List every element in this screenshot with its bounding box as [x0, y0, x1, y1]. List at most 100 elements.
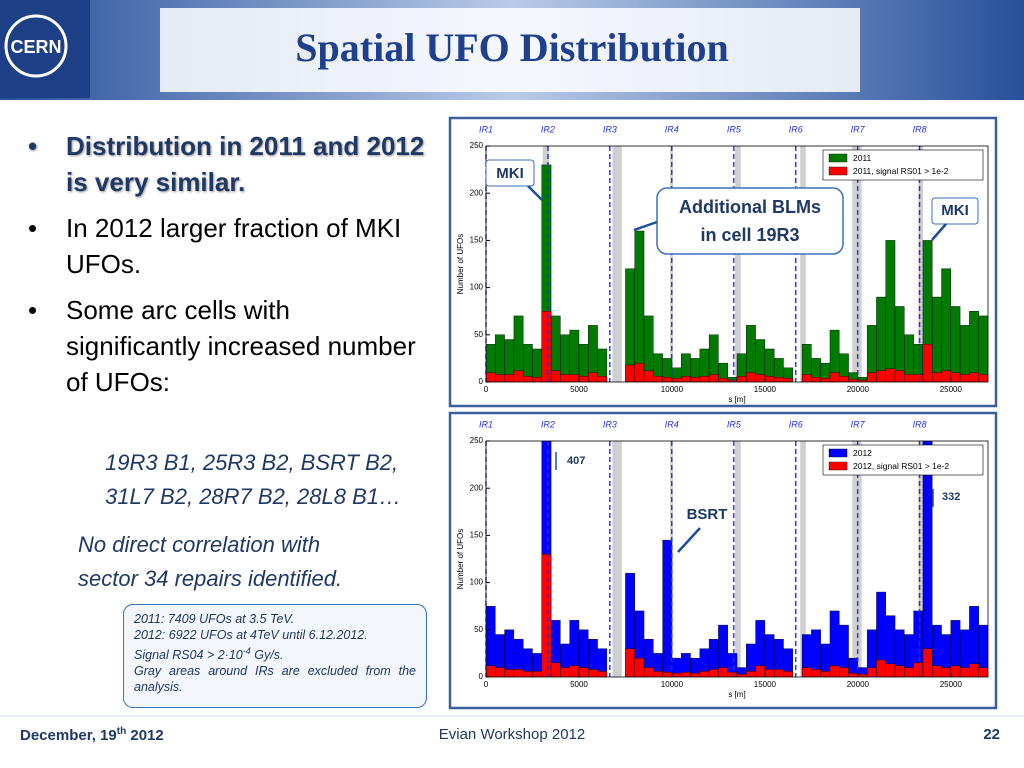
excluded-area — [800, 441, 806, 677]
bar — [755, 665, 766, 677]
bar — [839, 667, 849, 677]
bar — [597, 376, 608, 382]
bar — [922, 441, 933, 677]
ir-label: IR6 — [789, 124, 803, 134]
logo-ring — [4, 14, 68, 78]
bar — [736, 673, 747, 677]
bar — [904, 667, 914, 677]
bullets: Distribution in 2011 and 2012 is very si… — [28, 128, 428, 410]
info-line: Gray areas around IRs are excluded from … — [134, 664, 416, 695]
chart: IR1 IR2 IR3 IR4 IR5 IR6 IR7 IR80501001502002500… — [456, 124, 989, 404]
bar — [653, 671, 663, 677]
y-tick-label: 200 — [470, 483, 484, 492]
bar — [569, 665, 580, 677]
bar — [578, 376, 589, 382]
bar — [643, 667, 654, 677]
bar — [643, 315, 654, 382]
legend-label: 2011, signal RS01 > 1e-2 — [853, 166, 949, 176]
y-tick-label: 150 — [470, 531, 484, 540]
bar — [950, 372, 961, 382]
y-tick-label: 250 — [470, 436, 484, 445]
ir-label: IR1 — [479, 419, 493, 429]
bar — [876, 659, 886, 677]
excluded-area — [852, 441, 862, 677]
annotation: BSRT — [687, 506, 728, 523]
info-box: 2011: 7409 UFOs at 3.5 TeV. 2012: 6922 U… — [123, 604, 427, 708]
bar — [690, 377, 701, 382]
bar — [699, 671, 710, 677]
bar — [950, 306, 961, 382]
bar — [522, 376, 533, 382]
bar — [495, 667, 505, 677]
bar — [746, 372, 756, 382]
date: December, 19 — [20, 727, 117, 744]
bar — [550, 662, 561, 677]
bar — [857, 673, 868, 677]
bar — [959, 325, 970, 382]
bar — [736, 376, 747, 382]
bar — [922, 648, 933, 677]
bar — [848, 378, 859, 382]
info-sup: -4 — [242, 646, 251, 656]
bar — [876, 296, 886, 382]
note-line: No direct correlation with — [78, 532, 321, 557]
bar — [913, 374, 924, 382]
bar — [504, 669, 515, 677]
ir-label: IR6 — [789, 419, 803, 429]
bar — [578, 667, 589, 677]
bar — [486, 372, 496, 382]
bar — [560, 667, 570, 677]
x-tick-label: 10000 — [661, 680, 684, 689]
bar — [560, 374, 570, 382]
excluded-area — [852, 146, 862, 382]
y-tick-label: 50 — [474, 330, 483, 339]
bar — [978, 667, 988, 677]
bar — [839, 624, 849, 677]
bar — [625, 648, 635, 677]
y-tick-label: 0 — [479, 672, 484, 681]
bar — [550, 370, 561, 382]
x-tick-label: 20000 — [847, 680, 870, 689]
bar — [894, 665, 905, 677]
bar — [588, 669, 598, 677]
bar — [885, 368, 896, 382]
bar — [866, 372, 877, 382]
bar — [718, 378, 728, 382]
annotations: MKI Additional BLMs in cell 19R3 MKI 407… — [485, 159, 979, 553]
y-tick-label: 100 — [470, 283, 484, 292]
info-text: Signal RS04 > 2·10 — [134, 648, 243, 663]
annotation: MKI — [496, 165, 524, 182]
note: No direct correlation with sector 34 rep… — [78, 528, 342, 596]
excluded-area — [918, 146, 923, 382]
annotation: MKI — [941, 202, 969, 219]
bar — [894, 370, 905, 382]
annotation-box — [931, 197, 979, 225]
bar — [513, 669, 524, 677]
x-tick-label: 0 — [484, 680, 489, 689]
bar — [486, 665, 496, 677]
annotation: in cell 19R3 — [700, 225, 799, 245]
bar — [541, 311, 552, 382]
bar — [681, 672, 691, 677]
bars — [486, 164, 988, 382]
annotation: Additional BLMs — [679, 197, 821, 217]
bar — [969, 311, 979, 382]
annotation-box — [656, 187, 844, 255]
y-axis-label: Number of UFOs — [456, 234, 465, 294]
arrow — [677, 527, 701, 553]
annotation-box — [485, 159, 535, 187]
bar — [773, 669, 784, 677]
bullet: In 2012 larger fraction of MKI UFOs. — [28, 210, 428, 282]
bar — [727, 672, 738, 677]
bar — [690, 673, 701, 677]
bar — [820, 378, 831, 382]
bar — [662, 539, 673, 677]
bar — [811, 669, 821, 677]
info-text: Gy/s. — [250, 648, 284, 663]
legend-swatch — [828, 166, 848, 176]
bar — [495, 374, 505, 382]
excluded-area — [612, 146, 622, 382]
excluded-area — [800, 146, 806, 382]
bar — [848, 673, 859, 677]
y-tick-label: 150 — [470, 236, 484, 245]
